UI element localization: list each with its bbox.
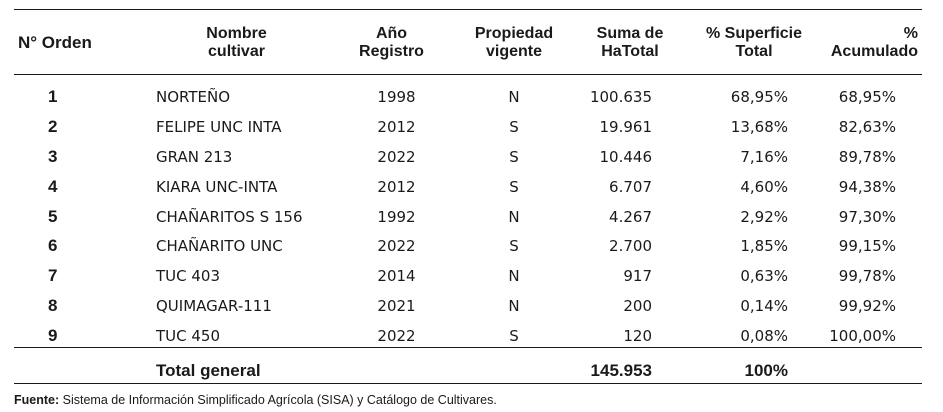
ha-cell: 10.446 [599, 147, 653, 166]
superficie-cell: 13,68% [730, 117, 788, 136]
superficie-cell: 1,85% [740, 237, 788, 256]
col-header-orden: N° Orden [18, 33, 92, 52]
superficie-cell: 4,60% [740, 177, 788, 196]
total-empty [454, 351, 574, 388]
nombre-cell: GRAN 213 [156, 147, 233, 166]
top-rule [14, 9, 922, 10]
table-row: 2 FELIPE UNC INTA 2012 S 19.961 13,68% 82,63% [14, 112, 922, 142]
source-label: Fuente: [14, 393, 60, 407]
total-empty [339, 351, 454, 388]
bottom-rule [14, 383, 922, 384]
total-superficie: 100% [744, 361, 788, 381]
acumulado-cell: 99,78% [838, 267, 896, 286]
table-row: 3 GRAN 213 2022 S 10.446 7,16% 89,78% [14, 142, 922, 172]
ha-cell: 120 [623, 327, 652, 346]
ha-cell: 200 [623, 297, 652, 316]
propiedad-cell: N [508, 267, 520, 286]
acumulado-cell: 97,30% [838, 207, 896, 226]
ha-cell: 100.635 [589, 87, 652, 106]
orden-cell: 2 [48, 116, 58, 136]
nombre-cell: CHAÑARITOS S 156 [156, 207, 303, 226]
anio-cell: 1992 [377, 207, 416, 226]
nombre-cell: TUC 403 [156, 267, 221, 286]
col-header-acumulado: % Acumulado [830, 25, 918, 60]
propiedad-cell: N [508, 207, 520, 226]
nombre-cell: NORTEÑO [156, 87, 231, 106]
source-text: Sistema de Información Simplificado Agrí… [59, 393, 497, 407]
col-header-anio: Año Registro [359, 25, 424, 60]
acumulado-cell: 99,92% [838, 297, 896, 316]
table-row: 5 CHAÑARITOS S 156 1992 N 4.267 2,92% 97,30% [14, 202, 922, 232]
source-note: Fuente: Sistema de Información Simplific… [14, 393, 497, 407]
ha-cell: 19.961 [599, 117, 653, 136]
ha-cell: 2.700 [609, 237, 652, 256]
orden-cell: 7 [48, 266, 58, 286]
nombre-cell: QUIMAGAR-111 [156, 297, 272, 316]
orden-cell: 9 [48, 326, 58, 346]
orden-cell: 4 [48, 176, 58, 196]
acumulado-cell: 82,63% [838, 117, 896, 136]
total-empty [822, 351, 922, 388]
col-header-ha: Suma de HaTotal [596, 25, 664, 60]
superficie-cell: 0,08% [740, 327, 788, 346]
total-rule [14, 347, 922, 348]
superficie-cell: 68,95% [730, 87, 788, 106]
total-empty [14, 351, 154, 388]
header-row: N° Orden Nombre cultivar Año Registro Pr… [14, 12, 922, 74]
orden-cell: 3 [48, 146, 58, 166]
nombre-cell: TUC 450 [156, 327, 221, 346]
propiedad-cell: S [509, 117, 519, 136]
orden-cell: 1 [48, 86, 58, 106]
propiedad-cell: S [509, 147, 519, 166]
anio-cell: 2022 [377, 327, 416, 346]
table-row: 1 NORTEÑO 1998 N 100.635 68,95% 68,95% [14, 74, 922, 112]
table-row: 7 TUC 403 2014 N 917 0,63% 99,78% [14, 261, 922, 291]
table-row: 8 QUIMAGAR-111 2021 N 200 0,14% 99,92% [14, 291, 922, 321]
col-header-nombre: Nombre cultivar [206, 25, 267, 60]
anio-cell: 2014 [377, 267, 416, 286]
superficie-cell: 7,16% [740, 147, 788, 166]
col-header-superficie: % Superficie Total [705, 25, 803, 60]
anio-cell: 2012 [377, 117, 416, 136]
anio-cell: 2021 [377, 297, 416, 316]
propiedad-cell: N [508, 297, 520, 316]
total-row: Total general 145.953 100% [14, 351, 922, 388]
ha-cell: 4.267 [609, 207, 652, 226]
nombre-cell: KIARA UNC-INTA [156, 177, 278, 196]
acumulado-cell: 89,78% [838, 147, 896, 166]
anio-cell: 2012 [377, 177, 416, 196]
propiedad-cell: S [509, 327, 519, 346]
orden-cell: 6 [48, 236, 58, 256]
total-label: Total general [156, 361, 261, 381]
total-ha: 145.953 [590, 361, 652, 381]
orden-cell: 8 [48, 296, 58, 316]
superficie-cell: 0,14% [740, 297, 788, 316]
nombre-cell: CHAÑARITO UNC [156, 237, 283, 256]
superficie-cell: 0,63% [740, 267, 788, 286]
ha-cell: 6.707 [609, 177, 652, 196]
cultivar-table: N° Orden Nombre cultivar Año Registro Pr… [14, 12, 922, 388]
superficie-cell: 2,92% [740, 207, 788, 226]
table-row: 9 TUC 450 2022 S 120 0,08% 100,00% [14, 321, 922, 351]
acumulado-cell: 100,00% [829, 327, 896, 346]
propiedad-cell: N [508, 87, 520, 106]
anio-cell: 2022 [377, 237, 416, 256]
acumulado-cell: 94,38% [838, 177, 896, 196]
propiedad-cell: S [509, 237, 519, 256]
nombre-cell: FELIPE UNC INTA [156, 117, 282, 136]
table-row: 4 KIARA UNC-INTA 2012 S 6.707 4,60% 94,38% [14, 172, 922, 202]
propiedad-cell: S [509, 177, 519, 196]
acumulado-cell: 99,15% [838, 237, 896, 256]
col-header-propiedad: Propiedad vigente [474, 25, 554, 60]
table-row: 6 CHAÑARITO UNC 2022 S 2.700 1,85% 99,15% [14, 231, 922, 261]
anio-cell: 2022 [377, 147, 416, 166]
orden-cell: 5 [48, 206, 58, 226]
ha-cell: 917 [623, 267, 652, 286]
header-rule [14, 74, 922, 75]
acumulado-cell: 68,95% [838, 87, 896, 106]
anio-cell: 1998 [377, 87, 416, 106]
